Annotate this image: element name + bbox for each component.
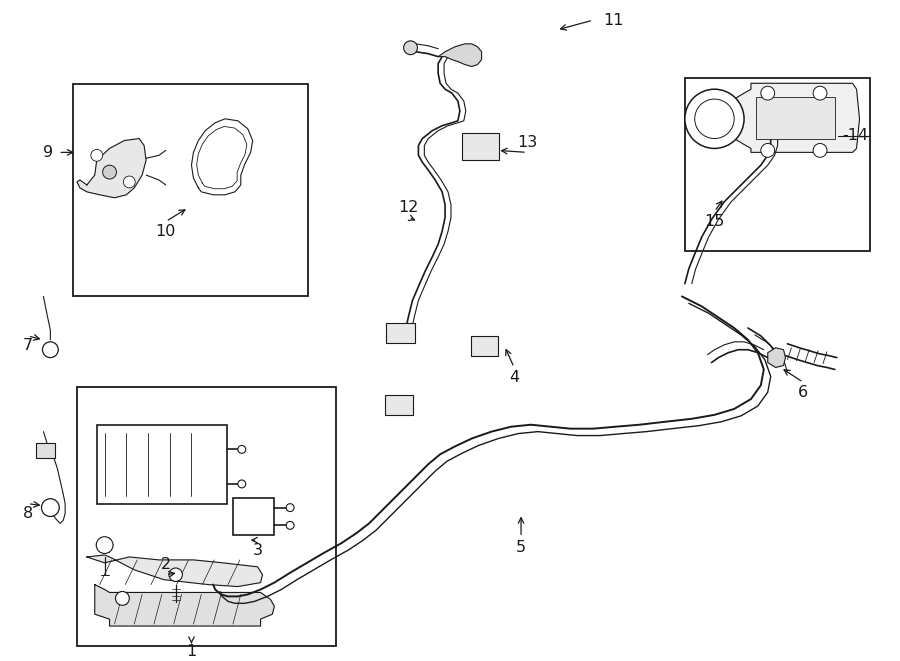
Circle shape <box>42 342 58 358</box>
Circle shape <box>123 176 135 188</box>
Bar <box>77 387 336 646</box>
Text: -14: -14 <box>842 128 868 143</box>
Bar <box>386 323 416 343</box>
Text: 5: 5 <box>516 539 526 555</box>
Circle shape <box>96 537 113 553</box>
Circle shape <box>115 592 130 605</box>
Polygon shape <box>77 139 146 198</box>
Polygon shape <box>768 348 786 368</box>
Circle shape <box>238 446 246 453</box>
Text: 9: 9 <box>43 145 53 160</box>
Bar <box>73 85 308 296</box>
Circle shape <box>286 504 294 512</box>
Bar <box>233 498 274 535</box>
Circle shape <box>760 86 775 100</box>
Text: 4: 4 <box>509 370 519 385</box>
Circle shape <box>286 522 294 529</box>
Bar <box>462 133 500 160</box>
Circle shape <box>813 143 827 157</box>
Circle shape <box>760 143 775 157</box>
Text: 1: 1 <box>186 644 196 659</box>
Text: 6: 6 <box>798 385 808 400</box>
Polygon shape <box>87 555 263 586</box>
Text: 3: 3 <box>253 543 263 557</box>
Bar <box>471 336 499 356</box>
Polygon shape <box>438 44 482 67</box>
Text: 10: 10 <box>156 224 176 239</box>
Text: 12: 12 <box>399 200 418 215</box>
Text: 8: 8 <box>22 506 32 521</box>
Circle shape <box>238 480 246 488</box>
Text: 2: 2 <box>161 557 171 572</box>
Circle shape <box>103 165 116 179</box>
Bar <box>96 425 227 504</box>
Circle shape <box>169 568 183 582</box>
Bar <box>756 97 835 139</box>
Circle shape <box>41 499 59 516</box>
Text: 7: 7 <box>22 338 32 353</box>
Circle shape <box>695 99 734 139</box>
Bar <box>385 395 412 415</box>
Text: 15: 15 <box>705 214 725 229</box>
Polygon shape <box>734 83 860 153</box>
Circle shape <box>685 89 744 149</box>
Circle shape <box>403 41 418 55</box>
Circle shape <box>91 149 103 161</box>
Text: 13: 13 <box>517 135 537 150</box>
Bar <box>36 444 55 458</box>
Polygon shape <box>94 584 274 626</box>
Text: 11: 11 <box>603 13 624 28</box>
Circle shape <box>813 86 827 100</box>
Bar <box>685 79 870 251</box>
